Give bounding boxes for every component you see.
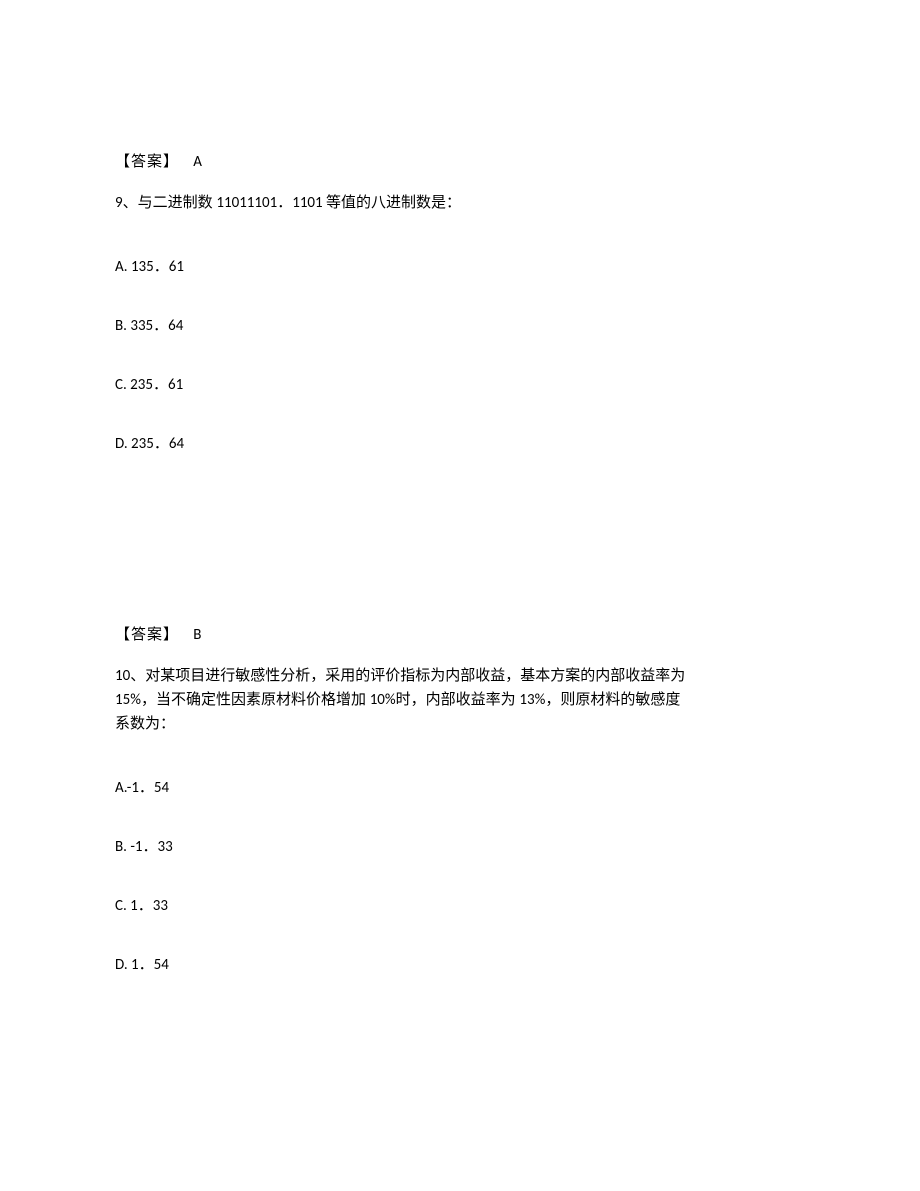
question-10-text: 10、对某项目进行敏感性分析，采用的评价指标为内部收益，基本方案的内部收益率为 … [115, 664, 805, 736]
previous-answer-q9: 【答案】 B [115, 623, 805, 644]
q10-cn2: 时，内部收益率为 [396, 692, 520, 708]
question-number: 10 [115, 667, 130, 685]
q10-line3: 系数为： [115, 716, 175, 732]
q10-option-b: B. -1．33 [115, 835, 805, 856]
separator: 、 [123, 195, 138, 211]
q9-option-b: B. 335．64 [115, 314, 805, 335]
q10-option-a: A.-1．54 [115, 776, 805, 797]
answer-letter: B [193, 626, 201, 644]
question-10-block: 【答案】 B 10、对某项目进行敏感性分析，采用的评价指标为内部收益，基本方案的… [115, 623, 805, 974]
answer-label: 【答案】 [115, 627, 179, 643]
answer-letter: A [193, 153, 202, 171]
q10-option-c: C. 1．33 [115, 894, 805, 915]
q10-option-d: D. 1．54 [115, 953, 805, 974]
question-9-block: 【答案】 A 9、与二进制数 11011101．1101 等值的八进制数是： A… [115, 150, 805, 453]
question-number: 9 [115, 194, 123, 212]
q10-p1: 15% [115, 691, 141, 709]
separator: 、 [130, 668, 145, 684]
q9-text-2: 等值的八进制数是： [326, 195, 461, 211]
q9-option-c: C. 235．61 [115, 373, 805, 394]
previous-answer-q8: 【答案】 A [115, 150, 805, 171]
q9-option-d: D. 235．64 [115, 432, 805, 453]
q10-line1: 对某项目进行敏感性分析，采用的评价指标为内部收益，基本方案的内部收益率为 [145, 668, 685, 684]
q10-p3: 13% [519, 691, 545, 709]
question-9-text: 9、与二进制数 11011101．1101 等值的八进制数是： [115, 191, 805, 215]
answer-label: 【答案】 [115, 154, 179, 170]
page-content: 【答案】 A 9、与二进制数 11011101．1101 等值的八进制数是： A… [0, 0, 920, 974]
q10-cn3: ，则原材料的敏感度 [545, 692, 680, 708]
q9-text-1: 与二进制数 [138, 195, 217, 211]
q10-p2: 10% [370, 691, 396, 709]
q10-cn1: ，当不确定性因素原材料价格增加 [141, 692, 370, 708]
q9-option-a: A. 135．61 [115, 255, 805, 276]
q9-binary: 11011101．1101 [216, 194, 326, 212]
